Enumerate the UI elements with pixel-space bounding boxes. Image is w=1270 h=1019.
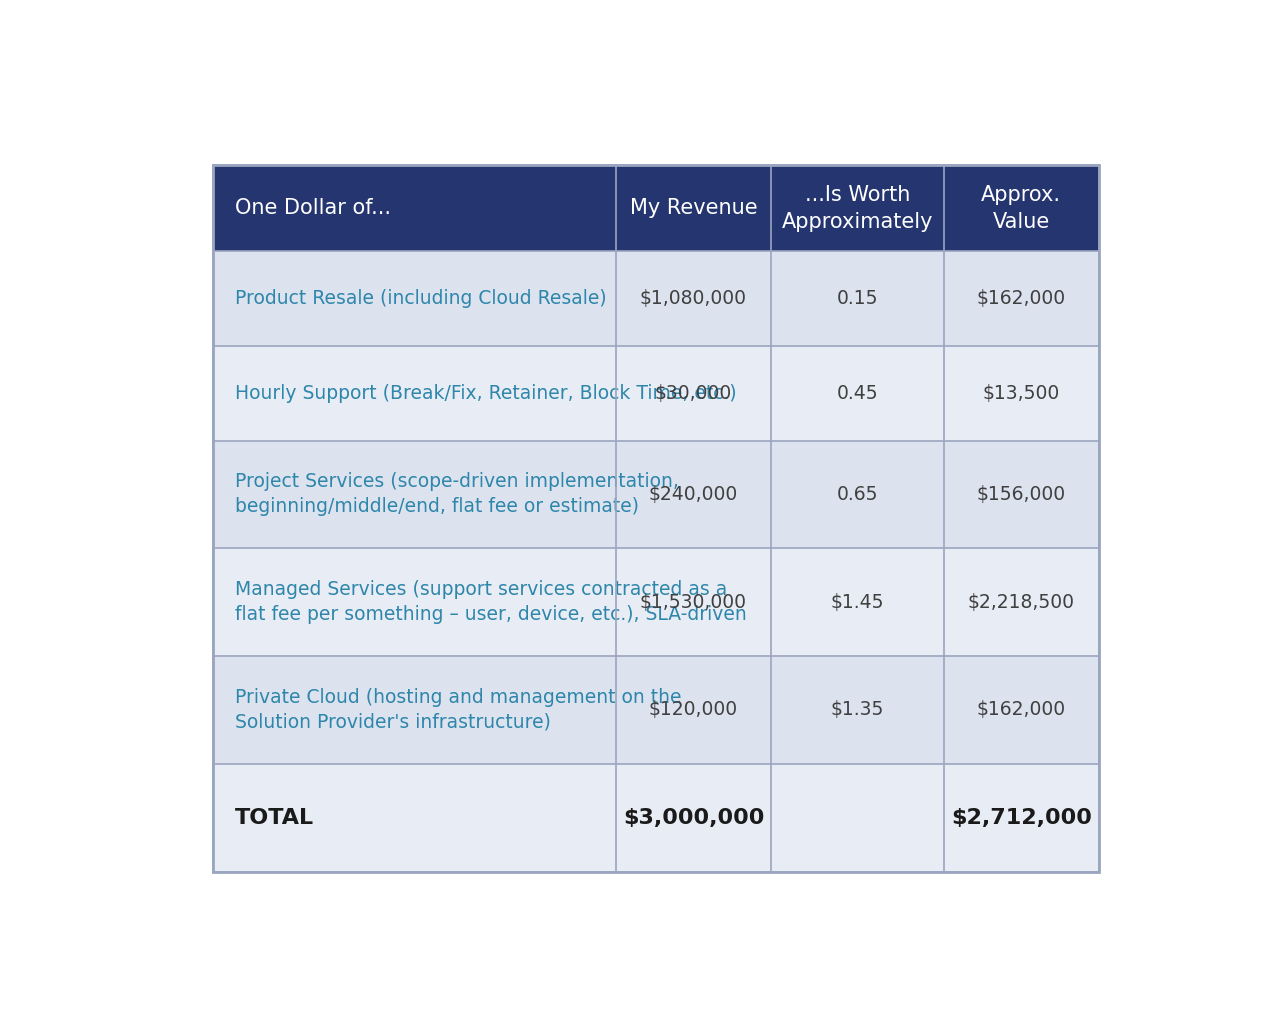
- Bar: [771, 440, 944, 548]
- Text: $2,218,500: $2,218,500: [968, 593, 1074, 611]
- Text: $3,000,000: $3,000,000: [622, 808, 765, 827]
- Bar: [616, 764, 771, 871]
- Bar: [944, 252, 1099, 346]
- Text: $120,000: $120,000: [649, 700, 738, 719]
- Text: Product Resale (including Cloud Resale): Product Resale (including Cloud Resale): [235, 289, 606, 308]
- Text: 0.65: 0.65: [837, 485, 878, 504]
- Bar: [771, 548, 944, 656]
- Text: $162,000: $162,000: [977, 700, 1066, 719]
- Bar: [944, 548, 1099, 656]
- Bar: [213, 548, 616, 656]
- Bar: [771, 764, 944, 871]
- Bar: [944, 165, 1099, 252]
- Text: $1,530,000: $1,530,000: [640, 593, 747, 611]
- Bar: [944, 656, 1099, 764]
- Text: Project Services (scope-driven implementation,
beginning/middle/end, flat fee or: Project Services (scope-driven implement…: [235, 473, 678, 517]
- Text: $240,000: $240,000: [649, 485, 738, 504]
- Bar: [771, 165, 944, 252]
- Bar: [616, 548, 771, 656]
- Bar: [213, 165, 616, 252]
- Bar: [944, 346, 1099, 440]
- Text: $1.35: $1.35: [831, 700, 884, 719]
- Text: One Dollar of...: One Dollar of...: [235, 199, 391, 218]
- Bar: [616, 346, 771, 440]
- Text: 0.45: 0.45: [837, 384, 878, 403]
- Text: ...Is Worth
Approximately: ...Is Worth Approximately: [781, 185, 933, 231]
- Text: TOTAL: TOTAL: [235, 808, 314, 827]
- Text: Private Cloud (hosting and management on the
Solution Provider's infrastructure): Private Cloud (hosting and management on…: [235, 688, 681, 732]
- Bar: [771, 252, 944, 346]
- Bar: [616, 656, 771, 764]
- Bar: [213, 764, 616, 871]
- Text: $1.45: $1.45: [831, 593, 884, 611]
- Text: Approx.
Value: Approx. Value: [982, 185, 1062, 231]
- Bar: [213, 346, 616, 440]
- Bar: [213, 165, 1099, 871]
- Bar: [213, 656, 616, 764]
- Text: Hourly Support (Break/Fix, Retainer, Block Time, etc.): Hourly Support (Break/Fix, Retainer, Blo…: [235, 384, 737, 403]
- Bar: [944, 440, 1099, 548]
- Bar: [944, 764, 1099, 871]
- Bar: [213, 252, 616, 346]
- Bar: [771, 656, 944, 764]
- Text: $2,712,000: $2,712,000: [951, 808, 1092, 827]
- Text: Managed Services (support services contracted as a
flat fee per something – user: Managed Services (support services contr…: [235, 580, 747, 625]
- Text: $162,000: $162,000: [977, 289, 1066, 308]
- Text: $1,080,000: $1,080,000: [640, 289, 747, 308]
- Text: My Revenue: My Revenue: [630, 199, 757, 218]
- Text: 0.15: 0.15: [837, 289, 878, 308]
- Bar: [616, 165, 771, 252]
- Text: $13,500: $13,500: [983, 384, 1060, 403]
- Bar: [616, 252, 771, 346]
- Text: $30,000: $30,000: [655, 384, 732, 403]
- Bar: [213, 440, 616, 548]
- Bar: [771, 346, 944, 440]
- Bar: [616, 440, 771, 548]
- Text: $156,000: $156,000: [977, 485, 1066, 504]
